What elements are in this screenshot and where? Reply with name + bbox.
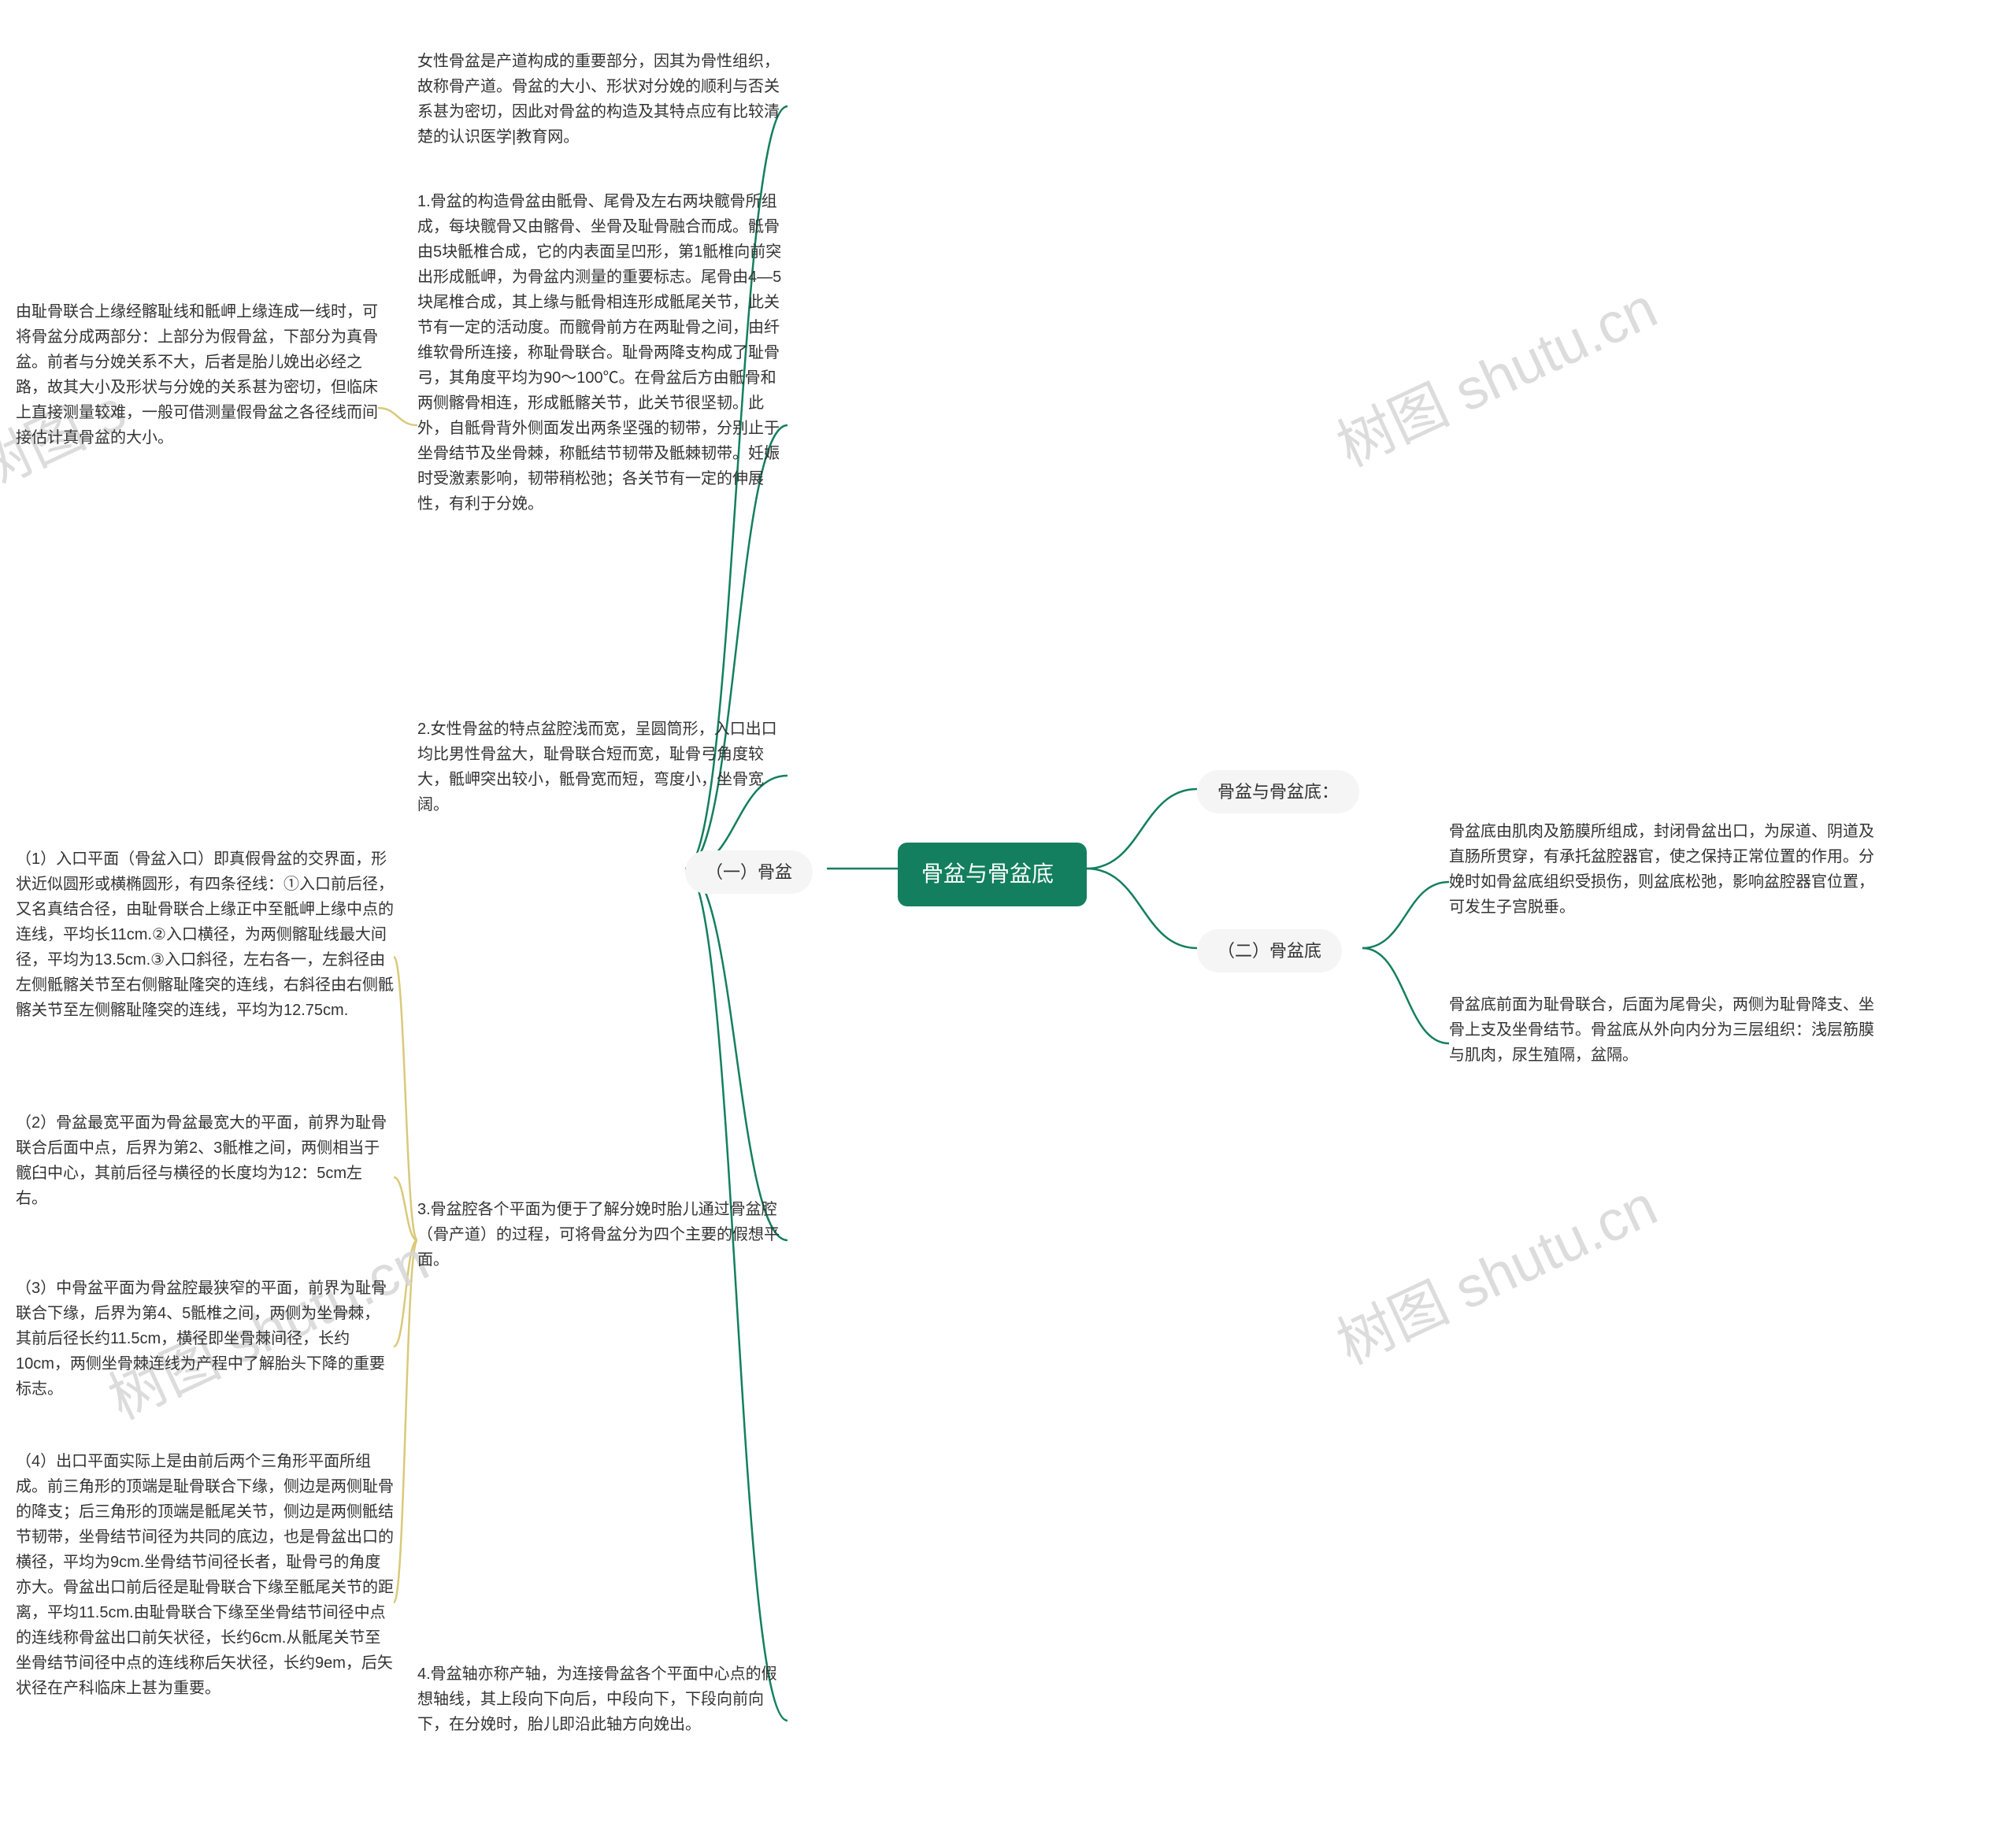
- leaf-r2b: 骨盆底前面为耻骨联合，后面为尾骨尖，两侧为耻骨降支、坐骨上支及坐骨结节。骨盆底从…: [1449, 992, 1874, 1068]
- leaf-s4: 4.骨盆轴亦称产轴，为连接骨盆各个平面中心点的假想轴线，其上段向下向后，中段向下…: [417, 1662, 788, 1737]
- branch-left[interactable]: （一）骨盆: [685, 850, 813, 894]
- watermark: 树图 shutu.cn: [1321, 262, 1668, 483]
- leaf-p1: （1）入口平面（骨盆入口）即真假骨盆的交界面，形状近似圆形或横椭圆形，有四条径线…: [16, 847, 394, 1023]
- leaf-s0: 女性骨盆是产道构成的重要部分，因其为骨性组织，故称骨产道。骨盆的大小、形状对分娩…: [417, 49, 788, 150]
- root-node[interactable]: 骨盆与骨盆底: [898, 843, 1087, 906]
- leaf-p4: （4）出口平面实际上是由前后两个三角形平面所组成。前三角形的顶端是耻骨联合下缘，…: [16, 1449, 394, 1701]
- branch-right-2[interactable]: （二）骨盆底: [1197, 929, 1342, 973]
- leaf-s2: 2.女性骨盆的特点盆腔浅而宽，呈圆筒形，入口出口均比男性骨盆大，耻骨联合短而宽，…: [417, 717, 788, 817]
- leaf-intro: 由耻骨联合上缘经髂耻线和骶岬上缘连成一线时，可将骨盆分成两部分：上部分为假骨盆，…: [16, 299, 378, 450]
- leaf-r2a: 骨盆底由肌肉及筋膜所组成，封闭骨盆出口，为尿道、阴道及直肠所贯穿，有承托盆腔器官…: [1449, 819, 1874, 920]
- watermark: 树图 shutu.cn: [1321, 1160, 1668, 1380]
- leaf-s1: 1.骨盆的构造骨盆由骶骨、尾骨及左右两块髋骨所组成，每块髋骨又由髂骨、坐骨及耻骨…: [417, 189, 788, 517]
- branch-right-1[interactable]: 骨盆与骨盆底：: [1197, 770, 1359, 813]
- leaf-s3: 3.骨盆腔各个平面为便于了解分娩时胎儿通过骨盆腔（骨产道）的过程，可将骨盆分为四…: [417, 1197, 788, 1273]
- leaf-p3: （3）中骨盆平面为骨盆腔最狭窄的平面，前界为耻骨联合下缘，后界为第4、5骶椎之间…: [16, 1276, 394, 1402]
- leaf-p2: （2）骨盆最宽平面为骨盆最宽大的平面，前界为耻骨联合后面中点，后界为第2、3骶椎…: [16, 1110, 394, 1211]
